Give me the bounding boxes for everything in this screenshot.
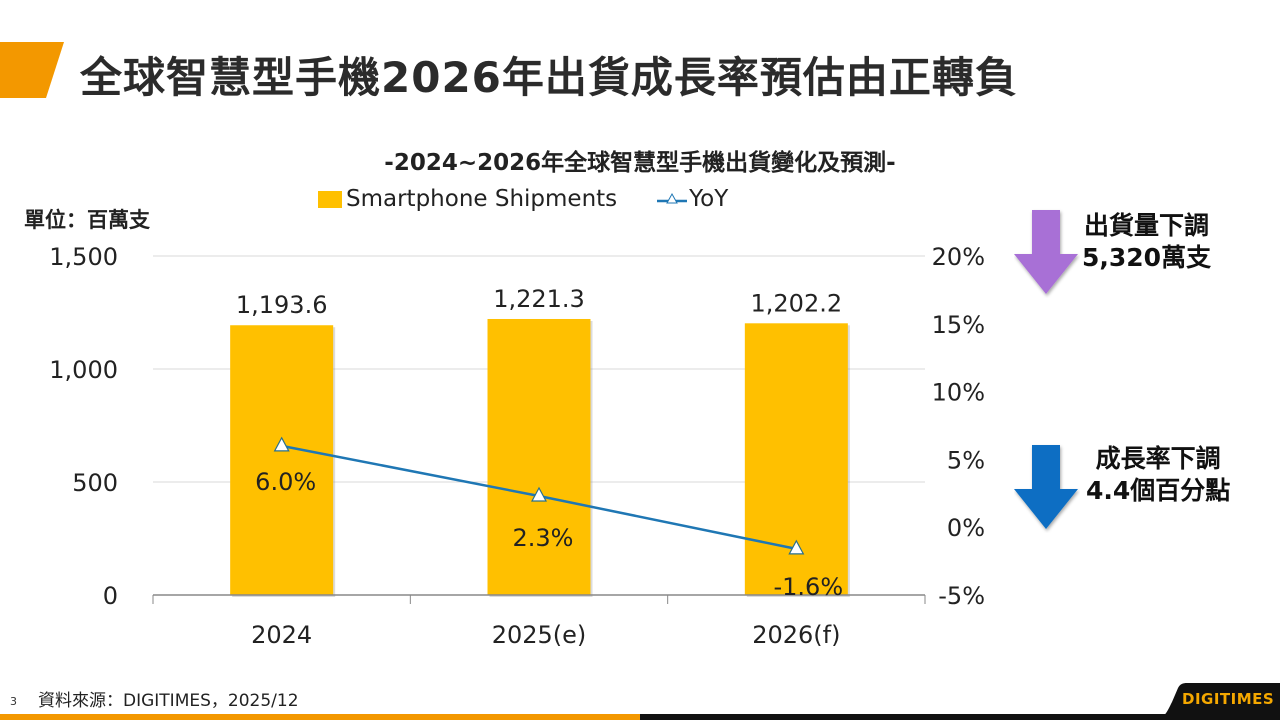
bar <box>230 325 334 595</box>
x-tick-label: 2026(f) <box>752 621 840 649</box>
yoy-data-label: 6.0% <box>255 468 316 496</box>
chart-title: -2024~2026年全球智慧型手機出貨變化及預測- <box>384 150 896 176</box>
footer-bar-black <box>640 714 1280 720</box>
y2-tick-label: 15% <box>932 311 985 339</box>
y2-tick-label: 20% <box>932 243 985 271</box>
chart-legend: Smartphone Shipments YoY <box>318 186 728 212</box>
callout-yoy-line2: 4.4個百分點 <box>1086 476 1231 505</box>
y2-tick-label: -5% <box>938 582 985 610</box>
legend-label-yoy: YoY <box>689 186 729 212</box>
yoy-marker <box>273 436 290 452</box>
legend-swatch-shipments <box>318 190 342 208</box>
unit-label: 單位：百萬支 <box>24 208 150 232</box>
callout-shipments-line2: 5,320萬支 <box>1082 243 1212 272</box>
callout-yoy-line1: 成長率下調 <box>1095 444 1221 473</box>
page-number: 3 <box>10 695 17 708</box>
yoy-marker <box>788 539 805 555</box>
y2-tick-label: 0% <box>947 514 985 542</box>
legend-swatch-yoy <box>657 192 688 204</box>
page-title: 全球智慧型手機2026年出貨成長率預估由正轉負 <box>80 53 1018 102</box>
y2-tick-label: 5% <box>947 446 985 474</box>
logo-tab <box>1150 683 1280 720</box>
yoy-data-label: -1.6% <box>774 573 844 601</box>
x-tick-label: 2024 <box>251 621 312 649</box>
yoy-data-label: 2.3% <box>513 524 574 552</box>
y2-tick-label: 10% <box>932 379 985 407</box>
y-tick-label: 0 <box>103 582 118 610</box>
callout-shipments-line1: 出貨量下調 <box>1084 211 1210 240</box>
bar <box>487 318 591 595</box>
yoy-marker <box>530 486 548 502</box>
y-tick-label: 1,500 <box>49 243 118 271</box>
callout-shipments: 出貨量下調 5,320萬支 <box>1082 210 1211 274</box>
digitimes-logo: DIGITIMES <box>1182 690 1275 708</box>
bar-data-label: 1,221.3 <box>493 285 585 313</box>
blue-down-arrow-icon <box>1014 445 1078 529</box>
bar-data-label: 1,193.6 <box>236 291 328 319</box>
x-tick-label: 2025(e) <box>492 621 587 649</box>
source-note: 資料來源：DIGITIMES，2025/12 <box>38 691 299 711</box>
callout-yoy: 成長率下調 4.4個百分點 <box>1086 443 1230 507</box>
footer-bar-orange <box>0 714 640 720</box>
y-tick-label: 500 <box>72 469 118 497</box>
legend-label-shipments: Smartphone Shipments <box>346 186 618 212</box>
bar-data-label: 1,202.2 <box>751 289 843 317</box>
title-accent-shape <box>0 42 64 98</box>
purple-down-arrow-icon <box>1014 210 1078 294</box>
y-tick-label: 1,000 <box>49 356 118 384</box>
